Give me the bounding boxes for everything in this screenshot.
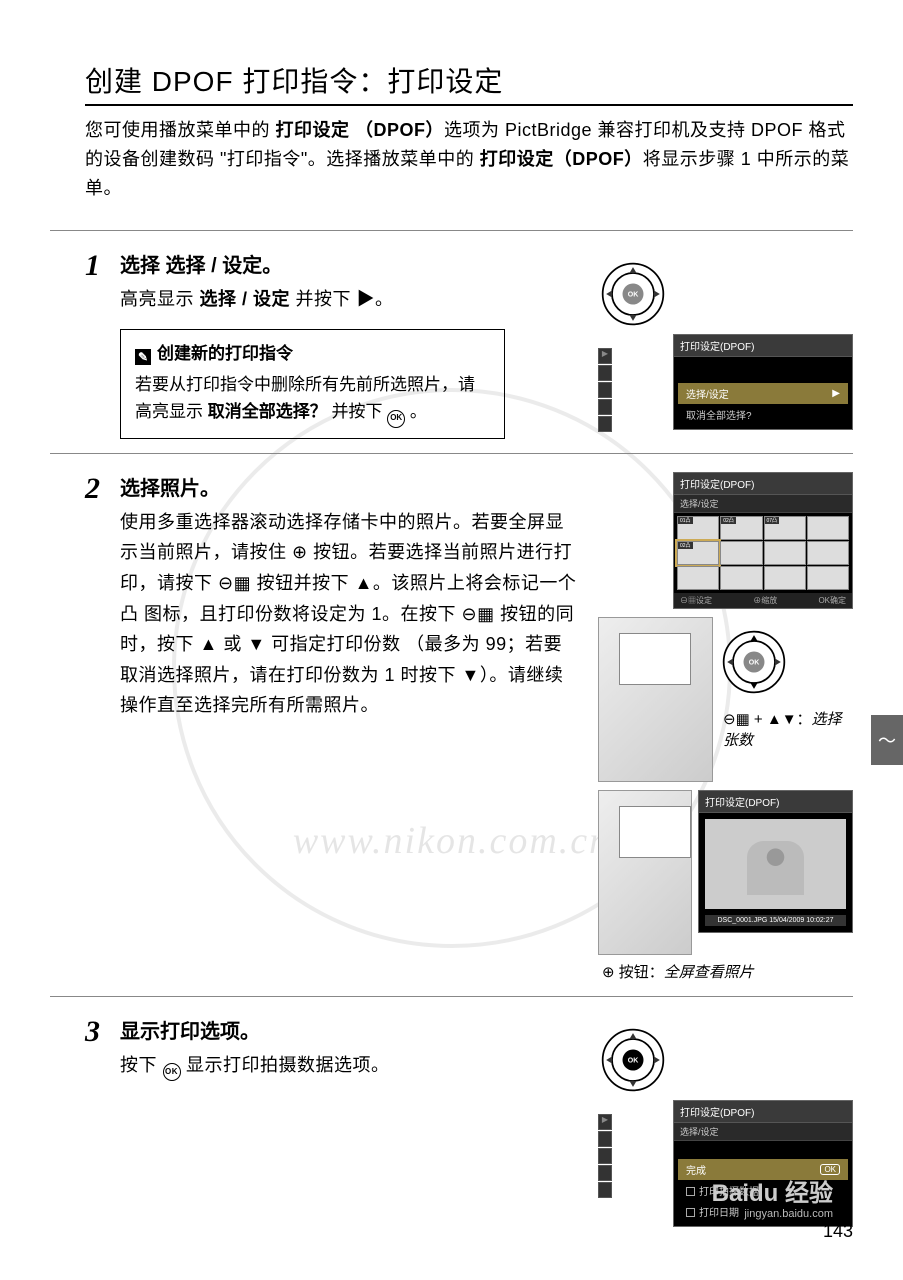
note-body: 若要从打印指令中删除所有先前所选照片，请高亮显示 取消全部选择？ 并按下 OK … <box>135 371 490 428</box>
c1a: + ▲▼： <box>750 711 812 728</box>
lcd-screen-1: ▶ 打印设定(DPOF) 选择/设定▶ 取消全部选择? <box>612 334 853 430</box>
caption-1: ⊖▦ + ▲▼：选择张数 <box>719 708 853 750</box>
zoom-out-icon-2: ⊖▦ <box>462 604 495 624</box>
camera-illustration-row-1: OK ⊖▦ + ▲▼：选择张数 <box>598 617 853 782</box>
nb2: 取消全部选择？ <box>208 402 332 421</box>
nb4: 。 <box>405 402 427 421</box>
multi-selector-icon: OK <box>598 259 668 329</box>
preview-photo <box>705 819 846 909</box>
ok-icon: OK <box>387 410 405 428</box>
ok-icon-2: OK <box>163 1063 181 1081</box>
intro-bold-1: 打印设定 （DPOF） <box>276 120 445 140</box>
note-title-text: 创建新的打印指令 <box>157 344 293 363</box>
zoom-out-icon-3: ⊖▦ <box>723 711 750 728</box>
step-2-text: 使用多重选择器滚动选择存储卡中的照片。若要全屏显示当前照片，请按住 ⊕ 按钮。若… <box>120 507 578 721</box>
s2t3: 图标，且打印份数将设定为 1。在按下 <box>139 604 462 624</box>
lcd-screen-2: 打印设定(DPOF) 选择/设定 01凸02凸07凸 02凸 ⊖▦设定⊕缩放OK… <box>612 472 853 609</box>
camera-illustration-row-2: 打印设定(DPOF) DSC_0001.JPG 15/04/2009 10:02… <box>598 790 853 955</box>
c2a: 按钮： <box>615 964 664 981</box>
step-3-text: 按下 OK 显示打印拍摄数据选项。 <box>120 1050 578 1081</box>
c2b: 全屏查看照片 <box>664 964 754 981</box>
divider <box>50 230 853 231</box>
multi-selector-icon-3: OK <box>598 1025 668 1095</box>
print-mark-icon: 凸 <box>120 604 139 624</box>
svg-text:OK: OK <box>628 1057 639 1064</box>
lcd3-title: 打印设定(DPOF) <box>674 1101 852 1123</box>
s1-t3: 并按下 ▶。 <box>296 289 394 309</box>
camera-back-image-2 <box>598 790 692 955</box>
lcd1-row1: 选择/设定▶ <box>678 383 848 404</box>
lcd2-footer: ⊖▦设定⊕缩放OK确定 <box>674 593 852 608</box>
step-2: 2 选择照片。 使用多重选择器滚动选择存储卡中的照片。若要全屏显示当前照片，请按… <box>85 472 853 982</box>
lcd-screen-preview: 打印设定(DPOF) DSC_0001.JPG 15/04/2009 10:02… <box>698 790 853 933</box>
footer-brand: Baidu 经验 <box>712 1173 833 1208</box>
note-box: ✎ 创建新的打印指令 若要从打印指令中删除所有先前所选照片，请高亮显示 取消全部选… <box>120 329 505 439</box>
intro-bold-2: 打印设定（DPOF） <box>480 149 643 169</box>
s1-t1: 高亮显示 <box>120 289 200 309</box>
zoom-out-icon: ⊖▦ <box>218 573 251 593</box>
lcd1-row2: 取消全部选择? <box>678 404 848 425</box>
zoom-in-icon: ⊕ <box>292 542 308 562</box>
divider-3 <box>50 996 853 997</box>
step-2-heading: 选择照片。 <box>120 472 578 501</box>
s1-t2: 选择 / 设定 <box>200 289 296 309</box>
preview-meta: DSC_0001.JPG 15/04/2009 10:02:27 <box>705 915 846 926</box>
nb3: 并按下 <box>331 402 387 421</box>
lcd3-sub: 选择/设定 <box>674 1123 852 1141</box>
caption-2: ⊕ 按钮：全屏查看照片 <box>598 961 853 982</box>
s2t2: 按钮并按下 ▲。该照片上将会标记一个 <box>251 573 576 593</box>
multi-selector-icon-2: OK <box>719 627 789 697</box>
s3t0: 按下 <box>120 1055 163 1075</box>
step-1-heading: 选择 选择 / 设定。 <box>120 249 578 278</box>
divider-2 <box>50 453 853 454</box>
svg-text:OK: OK <box>749 659 760 666</box>
step-1-text: 高亮显示 选择 / 设定 并按下 ▶。 <box>120 284 578 315</box>
footer-url: jingyan.baidu.com <box>712 1208 833 1220</box>
step-3-heading: 显示打印选项。 <box>120 1015 578 1044</box>
step-1: 1 选择 选择 / 设定。 高亮显示 选择 / 设定 并按下 ▶。 ✎ 创建新的打… <box>85 249 853 438</box>
thumbnail-grid: 01凸02凸07凸 02凸 <box>674 513 852 593</box>
pencil-icon: ✎ <box>135 349 151 365</box>
side-tab: 〜 <box>871 715 903 765</box>
step-3-number: 3 <box>85 1017 120 1047</box>
note-title: ✎ 创建新的打印指令 <box>135 340 490 367</box>
lcd1-title: 打印设定(DPOF) <box>674 335 852 357</box>
page-title: 创建 DPOF 打印指令：打印设定 <box>85 60 853 106</box>
zoom-in-icon-2: ⊕ <box>602 964 615 981</box>
lcdp-title: 打印设定(DPOF) <box>699 791 852 813</box>
page-number: 143 <box>823 1221 853 1242</box>
page-content: 创建 DPOF 打印指令：打印设定 您可使用播放菜单中的 打印设定 （DPOF）… <box>0 0 903 1275</box>
s3t1: 显示打印拍摄数据选项。 <box>181 1055 390 1075</box>
camera-back-image <box>598 617 713 782</box>
lcd2-sub: 选择/设定 <box>674 495 852 513</box>
step-1-number: 1 <box>85 251 120 281</box>
intro-text: 您可使用播放菜单中的 <box>85 120 276 140</box>
footer-watermark: Baidu 经验 jingyan.baidu.com <box>712 1173 833 1220</box>
lcd2-title: 打印设定(DPOF) <box>674 473 852 495</box>
connection-icon: 〜 <box>878 727 896 753</box>
step-2-number: 2 <box>85 474 120 504</box>
intro-paragraph: 您可使用播放菜单中的 打印设定 （DPOF）选项为 PictBridge 兼容打… <box>85 116 853 202</box>
svg-text:OK: OK <box>628 292 639 299</box>
